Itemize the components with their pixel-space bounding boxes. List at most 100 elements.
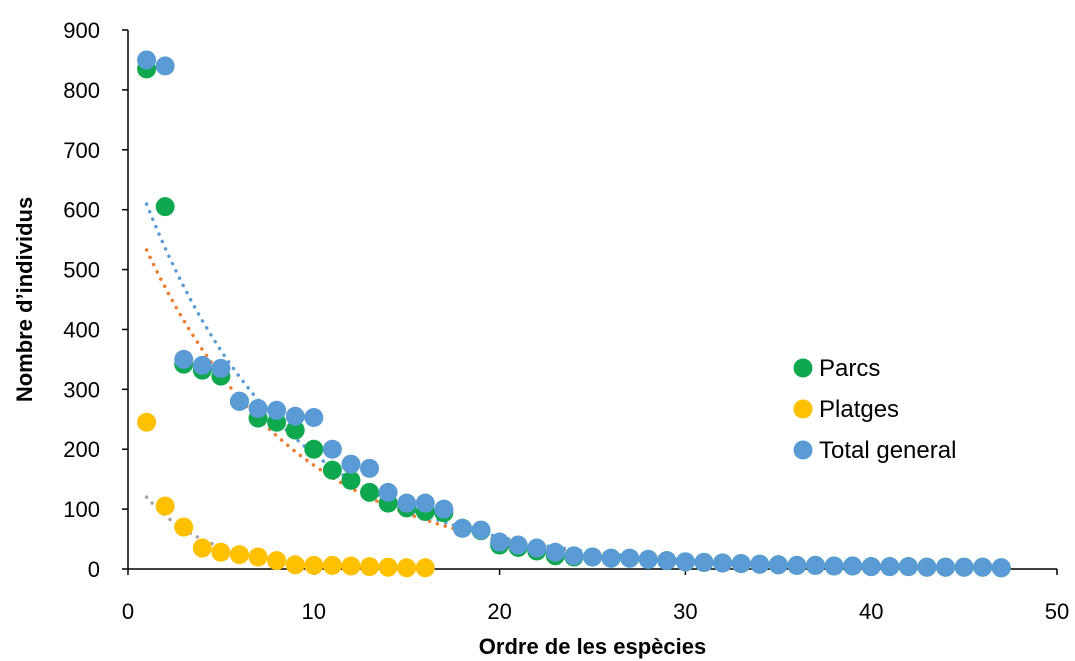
data-point — [322, 460, 342, 480]
data-point — [397, 493, 417, 513]
trendline-group — [144, 202, 1004, 570]
data-point — [973, 557, 993, 577]
x-tick-label: 50 — [1045, 599, 1069, 624]
data-point — [898, 557, 918, 577]
data-point — [174, 517, 194, 537]
data-point — [508, 535, 528, 555]
data-point — [527, 538, 547, 558]
data-point — [415, 493, 435, 513]
data-point — [471, 520, 491, 540]
data-point — [750, 554, 770, 574]
legend-marker — [793, 440, 813, 460]
x-tick-label: 10 — [302, 599, 326, 624]
legend-label: Parcs — [819, 355, 880, 382]
data-point — [490, 532, 510, 552]
data-point — [304, 439, 324, 459]
data-point — [768, 555, 788, 575]
data-point — [155, 56, 175, 76]
y-tick-label: 500 — [63, 258, 100, 283]
data-point — [285, 555, 305, 575]
x-tick-label: 0 — [122, 599, 134, 624]
data-point — [638, 549, 658, 569]
data-point — [174, 349, 194, 369]
data-point — [452, 518, 472, 538]
data-point — [285, 420, 305, 440]
data-point — [694, 552, 714, 572]
data-point — [137, 50, 157, 70]
data-point — [713, 553, 733, 573]
y-tick-label: 0 — [88, 557, 100, 582]
data-point — [341, 556, 361, 576]
data-point — [322, 555, 342, 575]
data-point — [601, 548, 621, 568]
data-point — [805, 555, 825, 575]
points-group — [137, 50, 1011, 578]
data-point — [917, 557, 937, 577]
data-point — [267, 400, 287, 420]
data-point — [211, 358, 231, 378]
x-tick-label: 30 — [673, 599, 697, 624]
y-tick-label: 800 — [63, 78, 100, 103]
data-point — [583, 547, 602, 567]
data-point — [285, 406, 305, 426]
data-point — [341, 454, 361, 474]
data-point — [192, 355, 212, 375]
data-point — [675, 552, 695, 572]
data-point — [824, 556, 844, 576]
y-tick-label: 900 — [63, 18, 100, 43]
data-point — [248, 398, 268, 418]
data-point — [787, 555, 807, 575]
y-tick-label: 300 — [63, 377, 100, 402]
data-point — [322, 439, 342, 459]
axes — [127, 30, 1057, 570]
data-point — [415, 558, 435, 578]
data-point — [360, 557, 380, 577]
trendline — [144, 202, 1004, 570]
data-point — [360, 458, 380, 478]
data-point — [620, 548, 640, 568]
data-point — [229, 391, 249, 411]
x-tick-label: 20 — [487, 599, 511, 624]
data-point — [731, 554, 751, 574]
data-point — [378, 482, 398, 502]
data-point — [954, 557, 974, 577]
data-point — [155, 197, 175, 217]
data-point — [378, 557, 398, 577]
data-point — [991, 558, 1011, 578]
legend-marker — [793, 358, 813, 378]
y-tick-label: 200 — [63, 437, 100, 462]
y-tick-label: 100 — [63, 497, 100, 522]
data-point — [229, 545, 249, 565]
data-point — [657, 551, 677, 571]
data-point — [304, 407, 324, 427]
data-point — [936, 557, 956, 577]
data-point — [267, 551, 287, 571]
legend-label: Total general — [819, 437, 956, 464]
data-point — [248, 547, 268, 567]
y-axis-title: Nombre d’individus — [12, 197, 37, 402]
data-point — [211, 542, 231, 562]
data-point — [564, 546, 584, 566]
x-tick-label: 40 — [859, 599, 883, 624]
data-point — [304, 555, 324, 575]
data-point — [341, 470, 361, 490]
legend-marker — [793, 399, 813, 419]
data-point — [155, 496, 175, 516]
x-axis-title: Ordre de les espècies — [479, 634, 706, 659]
legend: Parcs Platges Total general — [793, 355, 956, 464]
data-point — [434, 499, 454, 519]
data-point — [880, 557, 900, 577]
data-point — [843, 556, 863, 576]
data-point — [137, 412, 157, 432]
y-tick-label: 700 — [63, 138, 100, 163]
legend-label: Platges — [819, 396, 899, 423]
data-point — [192, 538, 212, 558]
data-point — [360, 482, 380, 502]
y-tick-label: 400 — [63, 317, 100, 342]
data-point — [545, 542, 565, 562]
data-point — [397, 558, 417, 578]
y-tick-label: 600 — [63, 198, 100, 223]
data-point — [861, 557, 881, 577]
